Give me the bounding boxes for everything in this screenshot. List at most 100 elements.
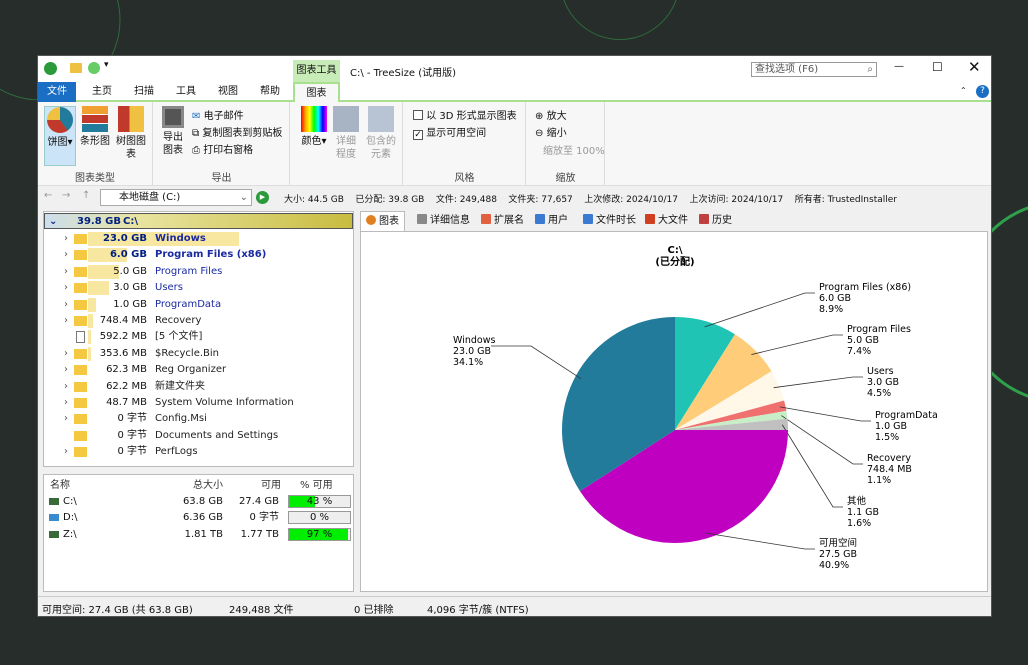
treemap-button[interactable]: 树图图表 [114, 106, 148, 161]
folder-scan-icon[interactable] [70, 63, 82, 73]
expand-icon[interactable]: › [64, 446, 68, 458]
leader-line [773, 376, 863, 389]
drive-row[interactable]: Z:\ 1.81 TB 1.77 TB 97 % [44, 527, 353, 543]
maximize-button[interactable]: ☐ [932, 60, 943, 74]
checkbox-checked[interactable]: ✓ [413, 130, 423, 140]
slice-label-size: 5.0 GB [847, 335, 879, 346]
tree-item[interactable]: › 48.7 MB System Volume Information [44, 395, 353, 411]
expand-icon[interactable]: › [64, 249, 68, 261]
tree-item[interactable]: › 0 字节 PerfLogs [44, 444, 353, 460]
zoom-out-button[interactable]: ⊖ 缩小 [535, 124, 567, 139]
folder-icon [74, 447, 87, 458]
minimize-button[interactable]: — [894, 61, 904, 72]
tree-item[interactable]: › 62.2 MB 新建文件夹 [44, 379, 353, 395]
expand-icon[interactable]: › [64, 397, 68, 408]
expand-icon[interactable]: › [64, 298, 68, 310]
header-free[interactable]: 可用 [261, 480, 281, 491]
free-percent-bar: 97 % [288, 527, 351, 541]
view-tab[interactable]: 用户 [530, 211, 573, 231]
pie-slice[interactable] [579, 430, 788, 543]
close-button[interactable]: ✕ [968, 58, 981, 76]
view-tab[interactable]: 大文件 [640, 211, 693, 231]
zoom-in-button[interactable]: ⊕ 放大 [535, 107, 567, 122]
email-button[interactable]: ✉ 电子邮件 [192, 107, 244, 122]
expand-icon[interactable]: › [64, 282, 68, 294]
expand-icon[interactable]: › [64, 364, 68, 376]
drive-row[interactable]: D:\ 6.36 GB 0 字节 0 % [44, 510, 353, 526]
tab-tools[interactable]: 工具 [176, 86, 196, 97]
tab-file[interactable]: 文件 [38, 82, 76, 102]
slice-label-name: Users [867, 366, 894, 377]
view-tab[interactable]: 详细信息 [412, 211, 475, 231]
bar-chart-button[interactable]: 条形图 [80, 106, 110, 148]
tree-item[interactable]: › 6.0 GB Program Files (x86) [44, 247, 353, 263]
tab-chart[interactable]: 图表 [293, 82, 340, 104]
3d-checkbox[interactable]: 以 3D 形式显示图表 [413, 107, 517, 122]
header-name[interactable]: 名称 [50, 480, 70, 491]
tab-home[interactable]: 主页 [92, 86, 112, 97]
tree-item[interactable]: 0 字节 Documents and Settings [44, 428, 353, 444]
header-pct[interactable]: % 可用 [300, 480, 333, 491]
tree-item[interactable]: › 1.0 GB ProgramData [44, 297, 353, 313]
up-button[interactable]: ↑ [82, 190, 91, 201]
back-button[interactable]: ← [44, 190, 53, 201]
start-scan-button[interactable]: ▶ [256, 191, 269, 204]
search-scan-icon[interactable] [88, 62, 100, 74]
search-options-input[interactable]: 查找选项 (F6) ⌕ [751, 62, 877, 77]
root-name: C:\ [123, 216, 138, 227]
tree-item[interactable]: › 23.0 GB Windows [44, 231, 353, 247]
tree-item[interactable]: › 5.0 GB Program Files [44, 264, 353, 280]
expand-icon[interactable]: › [64, 380, 68, 392]
view-tab[interactable]: 文件时长 [578, 211, 641, 231]
search-icon: ⌕ [867, 64, 873, 75]
expand-icon[interactable]: › [64, 315, 68, 326]
tree-root[interactable]: ⌄ 39.8 GB C:\ [44, 213, 353, 229]
drive-row[interactable]: C:\ 63.8 GB 27.4 GB 43 % [44, 494, 353, 510]
view-tab[interactable]: 扩展名 [476, 211, 529, 231]
collapse-ribbon-icon[interactable]: ⌃ [960, 86, 967, 95]
item-name: 新建文件夹 [155, 380, 205, 392]
pie-slice[interactable] [675, 418, 788, 430]
pie-slice[interactable] [675, 400, 787, 430]
tree-item[interactable]: › 62.3 MB Reg Organizer [44, 362, 353, 378]
view-tab[interactable]: 历史 [694, 211, 737, 231]
expand-icon[interactable]: › [64, 347, 68, 359]
pie-slice[interactable] [562, 317, 675, 492]
forward-button[interactable]: → [62, 190, 71, 201]
help-icon[interactable]: ? [976, 85, 989, 98]
pie-slice[interactable] [675, 334, 772, 430]
expand-icon[interactable]: › [64, 233, 68, 244]
header-total[interactable]: 总大小 [193, 480, 223, 491]
info-allocated: 已分配: 39.8 GB [355, 195, 425, 205]
drive-list-header: 名称 总大小 可用 % 可用 [44, 478, 353, 494]
pie-chart-button[interactable]: 饼图▾ [44, 106, 76, 166]
copy-chart-button[interactable]: ⧉ 复制图表到剪贴板 [192, 124, 282, 139]
email-label: 电子邮件 [203, 111, 244, 122]
checkbox-unchecked[interactable] [413, 110, 423, 120]
view-tab-label: 大文件 [658, 215, 688, 226]
print-pane-button[interactable]: ⎙ 打印右窗格 [192, 141, 253, 156]
pie-slice[interactable] [675, 410, 788, 430]
pie-slice[interactable] [675, 371, 785, 430]
expand-icon[interactable]: › [64, 413, 68, 425]
show-free-checkbox[interactable]: ✓ 显示可用空间 [413, 124, 486, 140]
tab-scan[interactable]: 扫描 [134, 86, 154, 97]
color-button[interactable]: 颜色▾ [301, 106, 327, 148]
tree-item[interactable]: › 0 字节 Config.Msi [44, 411, 353, 427]
path-dropdown[interactable]: 本地磁盘 (C:) ⌄ [100, 189, 252, 206]
pie-chart-icon [47, 107, 73, 133]
tree-item[interactable]: › 3.0 GB Users [44, 280, 353, 296]
qat-dropdown-icon[interactable]: ▾ [104, 60, 109, 70]
item-size: 3.0 GB [113, 282, 147, 294]
view-tab[interactable]: 图表 [360, 211, 405, 231]
tab-help[interactable]: 帮助 [260, 86, 280, 97]
tree-item[interactable]: › 353.6 MB $Recycle.Bin [44, 346, 353, 362]
expand-icon[interactable]: › [64, 265, 68, 277]
tree-item[interactable]: 592.2 MB [5 个文件] [44, 329, 353, 345]
export-chart-button[interactable]: 导出图表 [160, 106, 186, 157]
tree-item[interactable]: › 748.4 MB Recovery [44, 313, 353, 329]
collapse-icon[interactable]: ⌄ [49, 216, 58, 227]
pie-slice[interactable] [675, 317, 735, 430]
tab-view[interactable]: 视图 [218, 86, 238, 97]
drive-free: 1.77 TB [240, 528, 279, 540]
